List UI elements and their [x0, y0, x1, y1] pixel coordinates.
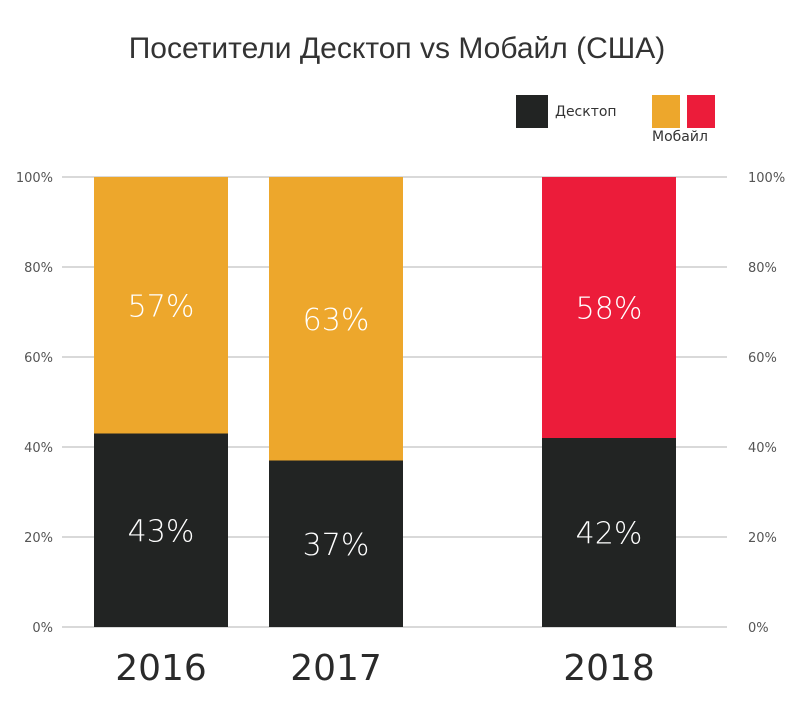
legend-label-mobile: Мобайл: [652, 129, 708, 145]
y-axis-left: 0% 20% 40% 60% 80% 100%: [16, 171, 53, 636]
y-tick-label-left: 80%: [24, 261, 53, 276]
legend-swatch-desktop: [516, 95, 548, 128]
legend: Десктоп Мобайл: [516, 95, 715, 145]
y-tick-label-right: 100%: [748, 171, 785, 186]
x-axis: 2016 2017 2018: [115, 648, 655, 689]
y-tick-label-left: 20%: [24, 531, 53, 546]
data-label-desktop-2016: 43%: [128, 514, 195, 549]
y-tick-label-left: 60%: [24, 351, 53, 366]
data-label-desktop-2017: 37%: [303, 528, 370, 563]
bar-desktop-2018: [542, 438, 676, 627]
chart-title: Посетители Десктоп vs Мобайл (США): [129, 32, 666, 65]
y-tick-label-left: 40%: [24, 441, 53, 456]
y-tick-label-left: 0%: [32, 621, 53, 636]
y-tick-label-right: 40%: [748, 441, 777, 456]
x-tick-label: 2017: [290, 648, 382, 689]
bar-mobile-2018: [542, 177, 676, 438]
y-tick-label-right: 60%: [748, 351, 777, 366]
data-label-mobile-2016: 57%: [128, 289, 195, 324]
y-tick-label-left: 100%: [16, 171, 53, 186]
legend-swatch-mobile-orange: [652, 95, 680, 128]
bar-desktop-2016: [94, 433, 228, 627]
legend-label-desktop: Десктоп: [555, 104, 617, 120]
y-tick-label-right: 20%: [748, 531, 777, 546]
data-label-mobile-2017: 63%: [303, 303, 370, 338]
y-axis-right: 0% 20% 40% 60% 80% 100%: [748, 171, 785, 636]
bar-desktop-2017: [269, 460, 403, 627]
bar-mobile-2016: [94, 177, 228, 434]
legend-swatch-mobile-red: [687, 95, 715, 128]
x-tick-label: 2018: [563, 648, 655, 689]
y-tick-label-right: 80%: [748, 261, 777, 276]
data-label-mobile-2018: 58%: [576, 292, 643, 327]
data-label-desktop-2018: 42%: [576, 517, 643, 552]
x-tick-label: 2016: [115, 648, 207, 689]
y-tick-label-right: 0%: [748, 621, 769, 636]
bar-mobile-2017: [269, 177, 403, 461]
bars: 43% 57% 37% 63% 42% 58%: [94, 177, 676, 627]
